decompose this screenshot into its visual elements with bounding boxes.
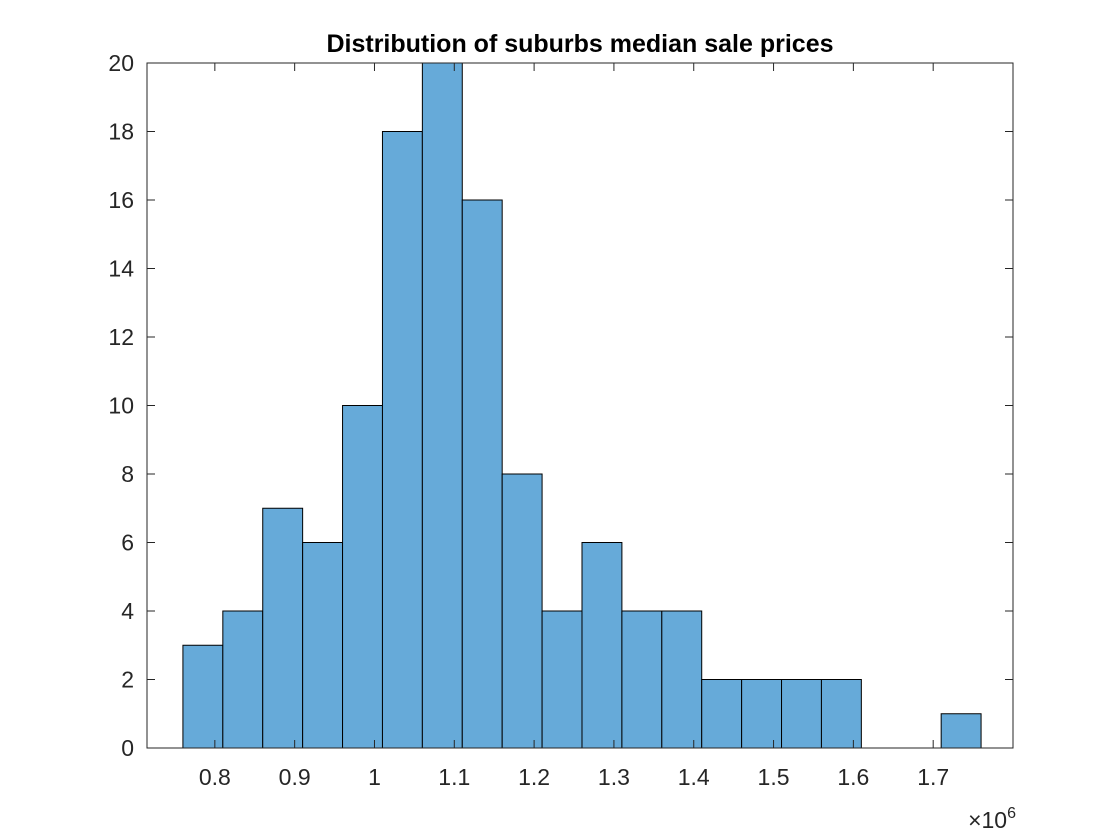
y-tick-label-9: 16 [108, 187, 134, 213]
histogram-bar-7 [421, 62, 463, 749]
x-axis-exponent: ×106 [968, 805, 1016, 833]
x-tick-label-5: 1.2 [518, 764, 550, 790]
y-tick-label-8: 14 [108, 256, 134, 282]
y-tick-label-3: 4 [121, 598, 134, 624]
y-tick-label-6: 10 [108, 393, 134, 419]
x-tick-label-7: 1.4 [678, 764, 710, 790]
x-axis-exponent-prefix: ×10 [968, 807, 1007, 833]
y-axis-ticks: 0 2 4 6 8 10 12 14 16 18 20 [108, 50, 1013, 761]
x-tick-label-1: 0.8 [199, 764, 231, 790]
y-tick-label-10: 18 [108, 119, 134, 145]
x-tick-label-3: 1 [368, 764, 381, 790]
x-axis-ticks: 0.8 0.9 1 1.1 1.2 1.3 1.4 1.5 1.6 1.7 [199, 63, 949, 790]
histogram-bar-13 [661, 610, 703, 749]
histogram-bar-3 [262, 507, 304, 749]
histogram-bar-16 [781, 679, 822, 749]
x-tick-label-10: 1.7 [917, 764, 949, 790]
y-tick-label-7: 12 [108, 324, 134, 350]
x-tick-label-4: 1.1 [438, 764, 470, 790]
histogram-bar-10 [541, 610, 583, 749]
x-tick-label-9: 1.6 [837, 764, 869, 790]
chart-title: Distribution of suburbs median sale pric… [326, 30, 833, 58]
histogram-bar-9 [501, 473, 543, 749]
histogram-bar-6 [381, 131, 423, 749]
histogram-bar-1 [182, 644, 224, 749]
y-tick-label-2: 2 [121, 667, 134, 693]
histogram-bar-4 [302, 542, 344, 749]
y-tick-label-11: 20 [108, 50, 134, 76]
y-tick-label-1: 0 [121, 735, 134, 761]
y-tick-label-5: 8 [121, 461, 134, 487]
histogram-bars [182, 62, 982, 749]
histogram-bar-15 [741, 679, 783, 749]
histogram-bar-12 [621, 610, 663, 749]
histogram-bar-20 [940, 713, 982, 749]
histogram-bar-2 [222, 610, 264, 749]
x-axis-exponent-power: 6 [1007, 805, 1016, 822]
histogram-bar-11 [581, 542, 623, 749]
x-tick-label-2: 0.9 [279, 764, 311, 790]
histogram-bar-14 [701, 679, 743, 749]
histogram-bar-5 [342, 405, 383, 749]
histogram-bar-17 [820, 679, 862, 749]
x-tick-label-6: 1.3 [598, 764, 630, 790]
y-tick-label-4: 6 [121, 530, 134, 556]
x-tick-label-8: 1.5 [758, 764, 790, 790]
histogram-bar-8 [461, 199, 503, 749]
